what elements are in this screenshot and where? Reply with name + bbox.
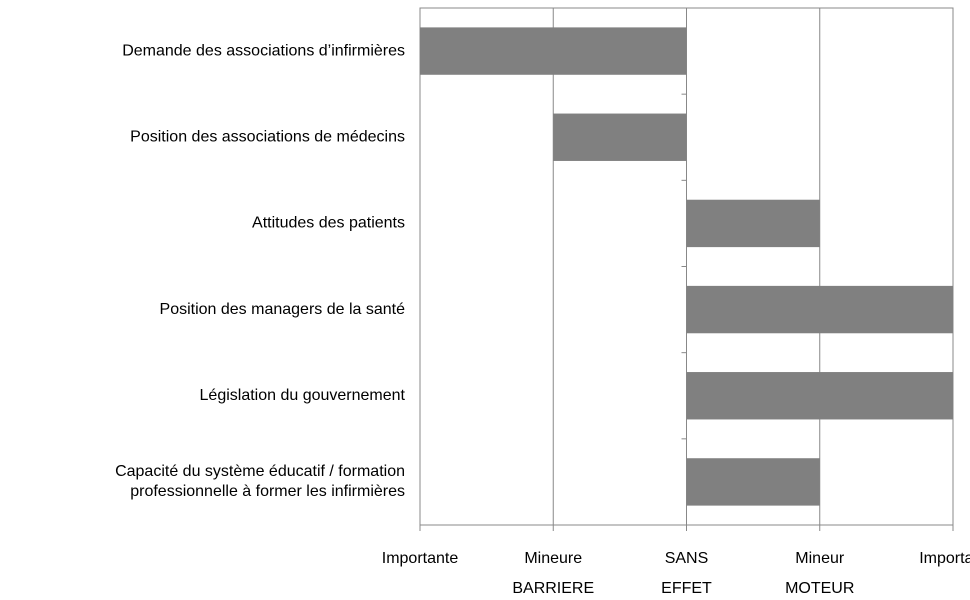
- x-tick-label: SANS: [665, 550, 709, 567]
- y-tick-label: Capacité du système éducatif / formation…: [115, 463, 405, 500]
- y-tick-label: Attitudes des patients: [252, 215, 405, 232]
- bar: [553, 113, 687, 161]
- bar: [686, 372, 953, 420]
- x-group-label: BARRIERE: [512, 580, 594, 597]
- y-tick-label: Demande des associations d’infirmières: [122, 42, 405, 59]
- y-tick-label: Position des associations de médecins: [130, 128, 405, 145]
- bar: [686, 285, 953, 334]
- y-tick-label: Position des managers de la santé: [160, 301, 406, 318]
- bar: [686, 458, 820, 506]
- x-tick-label: Important: [919, 550, 970, 567]
- y-tick-label: Législation du gouvernement: [200, 387, 406, 404]
- x-tick-label: Importante: [382, 550, 459, 567]
- x-tick-label: Mineure: [524, 550, 582, 567]
- x-group-label: MOTEUR: [785, 580, 854, 597]
- x-group-label: EFFET: [661, 580, 712, 597]
- bar: [420, 27, 687, 75]
- bar: [686, 199, 820, 248]
- x-tick-label: Mineur: [795, 550, 845, 567]
